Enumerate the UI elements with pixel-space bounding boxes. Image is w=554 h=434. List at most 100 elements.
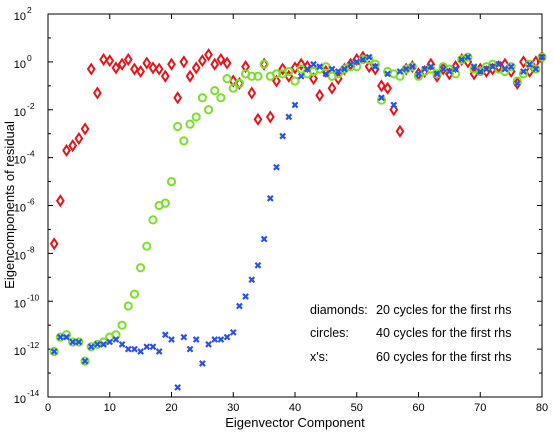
- circle-marker: [123, 301, 133, 311]
- diamond-marker: [55, 194, 65, 208]
- diamond-marker: [80, 122, 90, 136]
- x-marker: [223, 333, 231, 341]
- circle-marker: [290, 76, 300, 86]
- x-marker: [458, 56, 466, 63]
- x-marker: [87, 343, 95, 351]
- x-marker: [100, 340, 107, 348]
- x-marker: [439, 65, 447, 73]
- circle-marker: [173, 121, 183, 132]
- x-marker: [106, 338, 114, 346]
- x-marker: [303, 65, 311, 73]
- circle-marker: [185, 119, 195, 129]
- diamond-marker: [179, 55, 189, 69]
- diamond-marker: [210, 57, 220, 71]
- diamond-marker: [253, 112, 263, 126]
- x-marker: [254, 261, 262, 269]
- circle-marker: [210, 86, 220, 96]
- x-marker: [131, 345, 138, 353]
- circle-marker: [136, 263, 146, 273]
- diamond-marker: [222, 56, 232, 70]
- circle-marker: [129, 289, 140, 299]
- x-marker: [149, 343, 157, 351]
- diamond-marker: [142, 56, 152, 70]
- x-marker: [279, 132, 287, 140]
- x-marker: [464, 53, 472, 61]
- annotation-circles-key: circles:: [310, 326, 349, 340]
- diamond-marker: [389, 103, 399, 117]
- x-marker: [180, 333, 188, 341]
- x-marker: [242, 293, 249, 300]
- diamond-marker: [235, 76, 244, 91]
- x-marker: [168, 336, 175, 343]
- annotation-diamonds-key: diamonds:: [310, 303, 368, 317]
- x-marker: [396, 68, 404, 75]
- diamond-marker: [531, 55, 541, 69]
- circle-marker: [142, 241, 152, 251]
- x-marker: [365, 53, 373, 61]
- y-tick-exponent: -8: [27, 244, 35, 254]
- annotation-diamonds: diamonds: 20 cycles for the first rhs: [310, 303, 511, 317]
- x-marker: [353, 58, 361, 66]
- x-marker: [513, 80, 521, 87]
- y-tick-label: 10: [14, 155, 26, 167]
- x-tick-label: 80: [536, 402, 548, 414]
- x-marker: [427, 63, 435, 71]
- diamond-marker: [68, 139, 78, 153]
- diamond-marker: [272, 74, 281, 88]
- x-marker: [297, 72, 305, 80]
- diamond-marker: [451, 60, 460, 74]
- x-marker: [63, 333, 70, 341]
- diamond-marker: [191, 61, 201, 75]
- diamond-marker: [309, 72, 318, 86]
- x-marker: [266, 194, 274, 202]
- x-marker: [347, 60, 354, 68]
- diamond-marker: [117, 57, 127, 71]
- y-tick-exponent: -12: [27, 340, 40, 350]
- diamond-marker: [173, 91, 183, 105]
- x-marker: [501, 65, 509, 73]
- y-tick-exponent: -10: [27, 292, 40, 302]
- y-tick-exponent: -6: [27, 197, 35, 207]
- x-marker: [402, 65, 410, 73]
- x-marker: [310, 60, 317, 68]
- x-tick-label: 60: [412, 402, 424, 414]
- y-tick-label: 10: [14, 346, 26, 358]
- x-marker: [174, 384, 182, 391]
- diamond-marker: [395, 124, 405, 138]
- y-tick-label: 10: [14, 203, 26, 215]
- circle-marker: [247, 71, 257, 81]
- x-marker: [371, 63, 379, 71]
- x-marker: [328, 65, 336, 73]
- circle-marker: [531, 64, 541, 74]
- diamond-marker: [278, 62, 288, 76]
- circle-marker: [191, 112, 201, 122]
- circle-marker: [228, 83, 238, 93]
- x-marker: [273, 163, 280, 171]
- circle-marker: [49, 346, 59, 357]
- diamond-marker: [86, 62, 96, 76]
- annotation-xs-text: 60 cycles for the first rhs: [376, 350, 511, 364]
- annotation-diamonds-text: 20 cycles for the first rhs: [376, 303, 511, 317]
- x-marker: [489, 63, 496, 71]
- x-marker: [316, 63, 324, 71]
- x-marker: [112, 336, 120, 343]
- circle-marker: [284, 66, 294, 77]
- y-tick-exponent: -4: [27, 149, 35, 159]
- x-marker: [56, 333, 64, 341]
- x-tick-label: 50: [351, 402, 363, 414]
- x-marker: [260, 235, 268, 243]
- circle-marker: [253, 71, 263, 81]
- annotation-circles: circles: 40 cycles for the first rhs: [310, 326, 511, 340]
- circle-marker: [432, 69, 442, 79]
- diamond-marker: [204, 48, 213, 62]
- axis-ticks: 0 10 20 30 40 50 60 70 8010-1410-1210-1010-810-6…: [14, 5, 548, 414]
- x-marker: [341, 65, 348, 73]
- diamond-marker: [99, 52, 108, 67]
- circle-marker: [222, 74, 232, 84]
- y-tick-label: 10: [14, 394, 26, 406]
- annotation-xs: x's: 60 cycles for the first rhs: [310, 350, 511, 364]
- x-marker: [433, 70, 441, 78]
- diamond-marker: [265, 110, 275, 124]
- x-tick-label: 40: [289, 402, 301, 414]
- x-marker: [248, 276, 256, 284]
